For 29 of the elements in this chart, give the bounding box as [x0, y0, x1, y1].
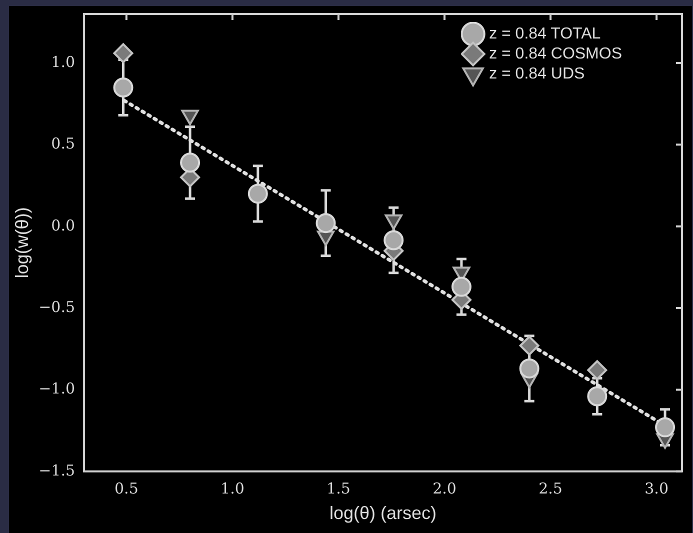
x-tick-label: 3.0 [644, 479, 668, 498]
x-tick-label: 0.5 [114, 479, 138, 498]
y-tick-label: 1.0 [51, 52, 76, 71]
point [451, 276, 472, 297]
point [316, 213, 336, 234]
y-tick-label: 0.5 [51, 134, 76, 153]
point [519, 336, 540, 356]
legend-label: z = 0.84 TOTAL [489, 25, 601, 42]
point [587, 360, 608, 380]
point [587, 386, 608, 406]
point [180, 152, 200, 173]
y-tick-label: −1.5 [38, 461, 76, 480]
point [248, 184, 268, 204]
y-tick-label: −1.0 [38, 380, 76, 398]
y-tick-label: 0.0 [51, 216, 76, 234]
y-axis-title: log(w(θ)) [12, 207, 32, 278]
x-tick-label: 2.0 [432, 479, 456, 498]
legend-label: z = 0.84 UDS [489, 65, 585, 82]
point [384, 230, 404, 250]
legend-label: z = 0.84 COSMOS [489, 45, 622, 62]
x-tick-label: 1.0 [220, 479, 244, 498]
point [655, 417, 676, 438]
x-tick-label: 2.5 [538, 479, 562, 498]
x-axis-title: log(θ) (arsec) [329, 503, 437, 524]
y-tick-label: −0.5 [38, 298, 76, 316]
x-tick-label: 1.5 [326, 479, 350, 498]
point [113, 43, 134, 64]
point [113, 78, 134, 98]
point [519, 358, 540, 378]
